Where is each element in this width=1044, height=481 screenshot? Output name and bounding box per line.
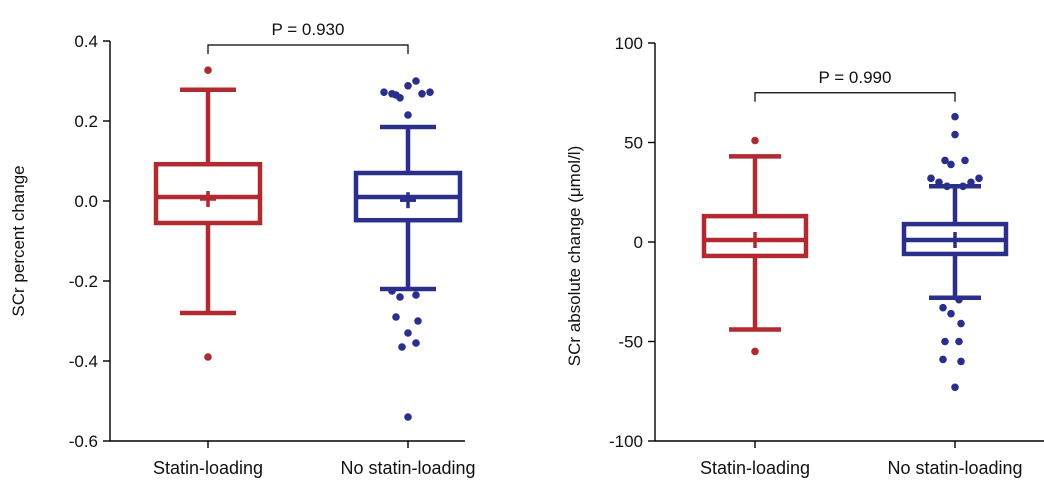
outlier-point [404,413,412,421]
outlier-point [392,313,400,321]
y-tick-label: 0.4 [74,32,98,51]
chart-panel-2: 100 50 0 -50 -100 Statin-loading No statin-loa… [565,34,1044,478]
x-category-label: Statin-loading [700,458,810,478]
outlier-point [955,337,963,346]
outlier-point [412,291,420,299]
y-tick-label: 50 [624,134,643,153]
outlier-point [751,347,759,356]
outlier-point [204,353,212,361]
outlier-point [957,319,965,328]
outlier-point [412,77,420,85]
y-tick-label: -0.6 [69,432,98,451]
box-group-1 [701,136,809,356]
outlier-point [941,156,949,165]
outlier-point [975,174,983,183]
chart-panel-1: 0.4 0.2 0.0 -0.2 -0.4 -0.6 Statin-loading No st… [9,20,476,478]
y-tick-label: 100 [615,34,643,53]
outlier-point [751,136,759,145]
outlier-point [404,111,412,119]
outlier-point [404,82,412,90]
y-tick-label: 0.0 [74,192,98,211]
outlier-point [955,295,963,304]
outlier-point [414,317,422,325]
outlier-point [927,174,935,183]
outlier-point [941,337,949,346]
y-tick-label: -0.4 [69,352,98,371]
outlier-point [396,293,404,301]
outlier-point [951,383,959,392]
outlier-point [412,339,420,347]
outlier-point [418,90,426,98]
outlier-point [959,182,967,191]
comparison-bracket [754,92,956,102]
outlier-point [957,357,965,366]
y-axis-title: SCr absolute change (μmol/l) [565,146,584,367]
box-group-2 [353,77,463,421]
outlier-point [951,130,959,139]
comparison-bracket [207,44,409,54]
box-group-2 [901,112,1009,392]
outlier-point [380,88,388,96]
y-tick-label: 0.2 [74,112,98,131]
outlier-point [943,182,951,191]
outlier-point [939,303,947,312]
outlier-point [947,309,955,318]
outlier-point [961,156,969,165]
outlier-point [939,355,947,364]
y-axis-title: SCr percent change [9,165,28,316]
y-tick-label: -0.2 [69,272,98,291]
outlier-point [398,343,406,351]
x-category-label: No statin-loading [887,458,1022,478]
y-tick-label: -50 [618,333,643,352]
outlier-point [392,91,400,99]
y-tick-label: 0 [634,233,643,252]
y-tick-label: -100 [609,432,643,451]
box-group-1 [153,66,263,361]
outlier-point [426,88,434,96]
outlier-point [947,160,955,169]
p-value-label: P = 0.990 [819,68,892,87]
outlier-point [935,178,943,187]
p-value-label: P = 0.930 [272,20,345,39]
outlier-point [204,66,212,74]
outlier-point [967,178,975,187]
x-category-label: No statin-loading [340,458,475,478]
outlier-point [404,329,412,337]
outlier-point [388,287,396,295]
outlier-point [951,112,959,121]
x-category-label: Statin-loading [153,458,263,478]
